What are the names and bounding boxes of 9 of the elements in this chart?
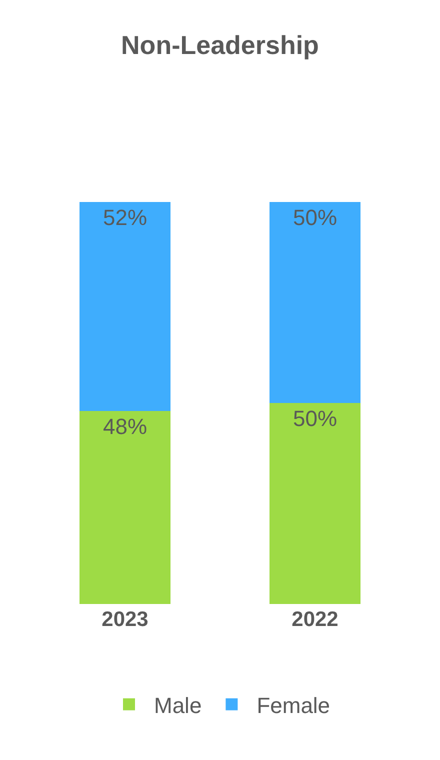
data-label: 52%: [102, 205, 148, 230]
data-label: 48%: [102, 414, 148, 440]
legend-label: Female: [256, 692, 330, 718]
legend-label: Male: [154, 692, 202, 718]
x-tick-label: 2023: [102, 608, 148, 631]
chart-title: Non-Leadership: [121, 30, 319, 60]
data-label: 50%: [292, 205, 338, 230]
data-label: 50%: [292, 406, 338, 431]
x-tick-label: 2022: [292, 608, 338, 631]
